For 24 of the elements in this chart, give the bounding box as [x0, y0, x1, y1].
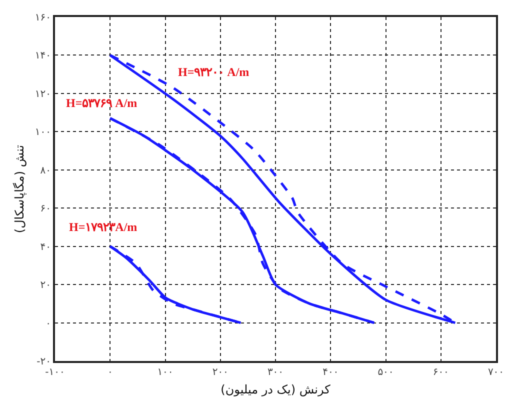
y-tick-label: ۸۰ — [40, 165, 51, 176]
y-tick-label: ۱۰۰ — [34, 127, 51, 138]
x-tick-label: ۵۰۰ — [378, 367, 394, 378]
annotation: H=۱۷۹۲۳A/m — [69, 220, 138, 234]
x-tick-label: ۱۰۰ — [157, 367, 174, 378]
y-tick-label: -۲۰ — [36, 356, 51, 368]
y-tick-label: ۱۴۰ — [34, 50, 51, 62]
x-tick-label: ۷۰۰ — [488, 367, 504, 378]
x-tick-label: ۲۰۰ — [212, 367, 228, 378]
y-tick-label: ۶۰ — [40, 204, 51, 215]
x-tick-label: ۰ — [107, 367, 113, 378]
x-tick-label: ۶۰۰ — [432, 367, 449, 378]
x-tick-label: ۳۰۰ — [267, 367, 284, 378]
y-tick-label: ۰ — [46, 318, 51, 330]
annotation: H=۵۳۷۶۹ A/m — [66, 96, 138, 110]
x-tick-label: ۴۰۰ — [322, 367, 339, 378]
y-tick-label: ۱۲۰ — [34, 88, 51, 100]
annotation: H=۹۳۲۰۰ A/m — [178, 65, 250, 79]
y-tick-label: ۱۶۰ — [34, 12, 51, 24]
x-axis-title: کرنش (یک در میلیون) — [220, 382, 331, 396]
y-tick-label: ۲۰ — [40, 280, 51, 292]
y-tick-label: ۴۰ — [40, 242, 51, 253]
y-axis-title: تنش (مگاپاسکال) — [12, 144, 27, 234]
x-tick-label: -۱۰۰ — [45, 367, 65, 378]
